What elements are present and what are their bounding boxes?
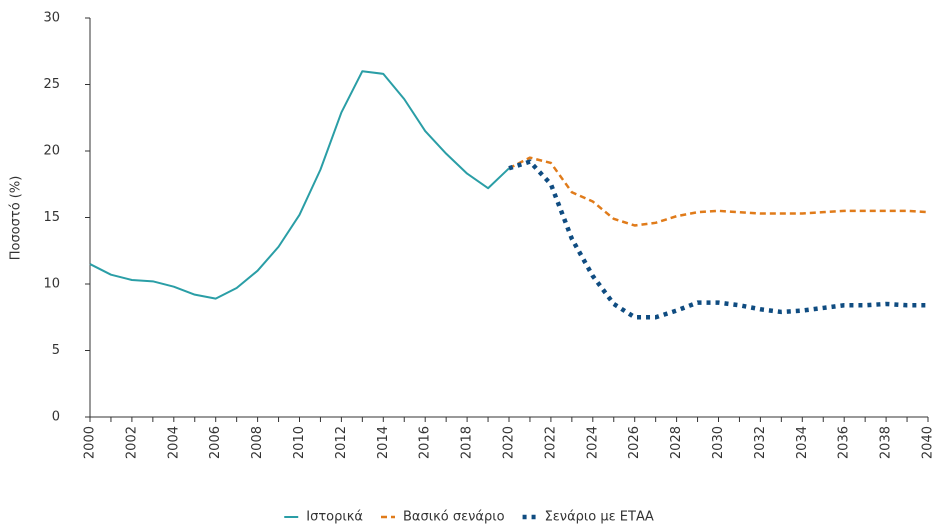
y-tick-label: 10	[43, 277, 60, 292]
y-axis-label: Ποσοστό (%)	[9, 176, 24, 261]
legend-label: Βασικό σενάριο	[403, 510, 505, 525]
y-tick-label: 30	[43, 11, 60, 26]
y-tick-label: 25	[43, 77, 60, 92]
x-tick-label: 2028	[669, 426, 684, 459]
x-tick-label: 2026	[627, 426, 642, 459]
series-line	[89, 70, 510, 300]
legend-label: Σενάριο με ΕΤΑΑ	[545, 510, 654, 525]
x-tick-label: 2000	[83, 426, 98, 459]
x-tick-label: 2008	[250, 426, 265, 459]
legend: Ιστορικά Βασικό σενάριο Σενάριο με ΕΤΑΑ	[284, 510, 654, 525]
x-tick-label: 2016	[418, 426, 433, 459]
y-tick-label: 15	[43, 210, 60, 225]
x-tick-label: 2022	[543, 426, 558, 459]
legend-label: Ιστορικά	[306, 510, 363, 525]
series-line	[508, 156, 929, 227]
x-tick-label: 2034	[795, 426, 810, 459]
x-tick-label: 2018	[460, 426, 475, 459]
x-tick-label: 2004	[166, 426, 181, 459]
series-line	[508, 159, 928, 320]
y-tick-label: 0	[52, 410, 60, 425]
x-tick-label: 2014	[376, 426, 391, 459]
x-tick-label: 2038	[879, 426, 894, 459]
x-tick-label: 2036	[837, 426, 852, 459]
x-tick-label: 2040	[921, 426, 935, 459]
x-tick-label: 2010	[292, 426, 307, 459]
x-tick-label: 2020	[502, 426, 517, 459]
x-tick-label: 2024	[585, 426, 600, 459]
x-tick-label: 2012	[334, 426, 349, 459]
x-tick-label: 2006	[208, 426, 223, 459]
y-tick-label: 5	[52, 343, 60, 358]
x-tick-label: 2030	[711, 426, 726, 459]
x-tick-label: 2002	[124, 426, 139, 459]
y-tick-label: 20	[43, 144, 60, 159]
x-tick-label: 2032	[753, 426, 768, 459]
